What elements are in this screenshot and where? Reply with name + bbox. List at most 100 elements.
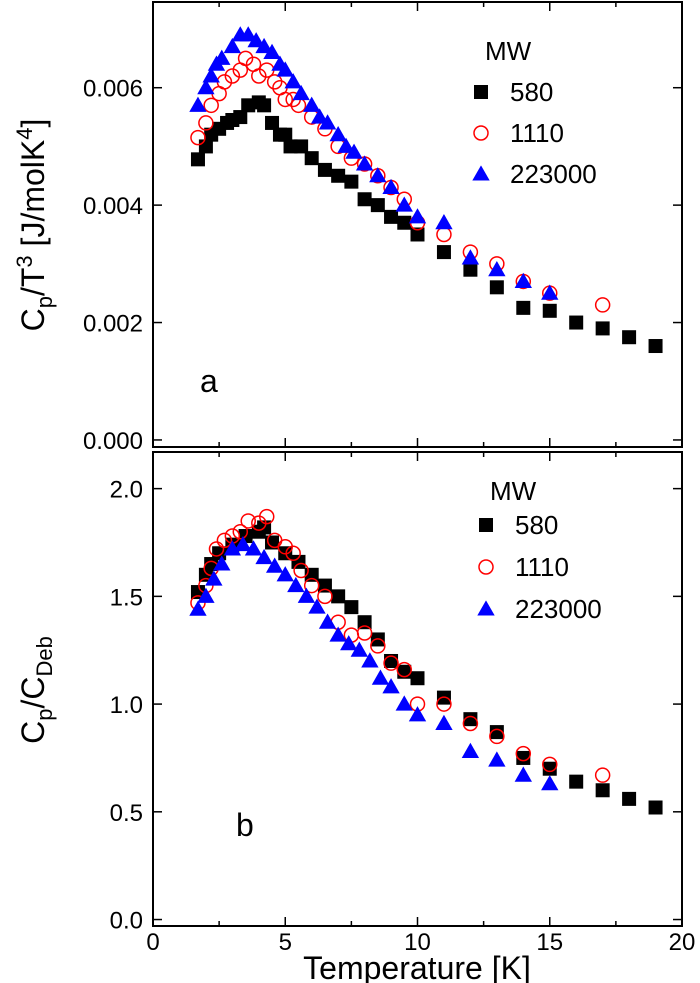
y-tick-label: 0.002 — [83, 311, 143, 338]
legend-label-580: 580 — [515, 510, 558, 540]
data-point-223000 — [461, 742, 480, 758]
data-point-580 — [190, 152, 205, 167]
data-point-580 — [595, 783, 610, 798]
y-tick-label: 0.004 — [83, 193, 143, 220]
ylabel-unit-sup: 4 — [12, 128, 37, 140]
data-point-1110 — [594, 297, 611, 313]
data-point-580 — [569, 774, 584, 789]
data-point-1110 — [258, 508, 275, 525]
data-point-1110 — [251, 68, 267, 84]
data-point-223000 — [202, 67, 220, 83]
y-tick-label: 1.0 — [110, 692, 143, 719]
legend-label-223000: 223000 — [515, 594, 602, 624]
panel-a-ylabel: Cp/T3 [J/molK4] — [12, 119, 57, 332]
data-point-1110 — [290, 97, 307, 114]
data-point-580 — [283, 139, 298, 154]
panel-b: b MW Cp/CDeb Temperature [K] 0 5 10 15 20 0.0… — [15, 451, 695, 983]
legend-marker-1110 — [473, 125, 489, 141]
data-point-580 — [384, 209, 399, 224]
ylabel-c: C — [15, 721, 51, 744]
data-point-580 — [410, 227, 425, 242]
data-point-580 — [622, 330, 637, 345]
data-point-223000 — [382, 178, 400, 195]
data-point-580 — [204, 557, 219, 572]
data-point-580 — [265, 115, 280, 130]
data-point-223000 — [395, 196, 413, 212]
data-point-223000 — [329, 125, 347, 142]
data-point-223000 — [297, 587, 316, 603]
data-point-1110 — [356, 625, 373, 641]
data-point-1110 — [436, 226, 452, 243]
ylabel-c: C — [15, 308, 51, 331]
y-tick-label: 2.0 — [110, 477, 143, 504]
data-point-1110 — [462, 715, 479, 732]
data-point-223000 — [488, 751, 506, 767]
data-point-223000 — [488, 261, 506, 277]
y-tick-label: 0.000 — [83, 428, 143, 455]
data-point-223000 — [197, 587, 215, 603]
data-point-580 — [344, 174, 359, 189]
panel-a: a MW Cp/T3 [J/molK4] 0.000 0.002 0.004 0.00… — [12, 1, 683, 455]
legend-marker-223000 — [477, 600, 495, 616]
data-point-223000 — [435, 714, 453, 730]
data-point-223000 — [265, 557, 284, 573]
data-point-223000 — [329, 626, 347, 642]
data-point-223000 — [350, 641, 368, 657]
data-point-580 — [569, 315, 584, 330]
data-point-1110 — [542, 756, 558, 773]
legend-marker-580 — [474, 85, 488, 99]
data-point-223000 — [263, 43, 281, 59]
data-point-223000 — [308, 598, 326, 614]
data-point-1110 — [489, 728, 505, 745]
data-point-223000 — [284, 73, 302, 89]
legend-label-580: 580 — [510, 77, 553, 107]
ylabel-mid: /C — [15, 677, 51, 709]
ylabel-unit: [J/molK — [15, 140, 51, 256]
data-point-580 — [489, 280, 504, 295]
data-point-223000 — [255, 37, 273, 54]
data-point-223000 — [213, 49, 231, 65]
data-point-1110 — [198, 115, 214, 131]
data-point-1110 — [370, 638, 386, 654]
data-point-223000 — [514, 766, 532, 782]
data-point-1110 — [216, 532, 233, 549]
x-axis-label: Temperature [K] — [303, 950, 531, 983]
panel-a-label: a — [200, 363, 218, 399]
x-tick-label: 0 — [146, 929, 159, 956]
data-point-580 — [370, 198, 385, 213]
legend-marker-223000 — [472, 165, 490, 181]
data-point-580 — [233, 110, 248, 125]
data-point-223000 — [255, 548, 273, 565]
data-point-223000 — [369, 167, 387, 183]
data-point-580 — [542, 761, 557, 776]
ylabel-sub: p — [32, 296, 57, 308]
data-point-223000 — [318, 114, 337, 130]
data-point-223000 — [361, 652, 379, 668]
data-point-223000 — [337, 137, 355, 153]
data-point-223000 — [287, 576, 305, 593]
data-point-580 — [397, 215, 412, 230]
panel-a-legend-title: MW — [485, 36, 532, 66]
data-point-223000 — [247, 32, 265, 48]
data-point-580 — [516, 750, 531, 765]
x-tick-label: 5 — [279, 929, 292, 956]
data-point-223000 — [213, 555, 231, 571]
data-point-1110 — [237, 50, 254, 67]
x-tick-label: 10 — [404, 929, 431, 956]
data-point-223000 — [310, 108, 329, 124]
data-point-580 — [331, 589, 346, 604]
data-point-223000 — [355, 155, 374, 171]
data-point-580 — [436, 245, 451, 260]
data-point-223000 — [223, 37, 242, 54]
data-point-1110 — [190, 129, 206, 146]
data-point-580 — [331, 168, 346, 183]
legend-marker-1110 — [478, 559, 494, 575]
data-point-580 — [489, 725, 504, 740]
legend-label-223000: 223000 — [510, 159, 597, 189]
data-point-580 — [410, 671, 425, 686]
y-tick-label: 0.0 — [110, 908, 143, 935]
data-point-580 — [516, 300, 531, 315]
data-point-223000 — [435, 214, 453, 230]
ylabel-sup: 3 — [12, 255, 37, 267]
